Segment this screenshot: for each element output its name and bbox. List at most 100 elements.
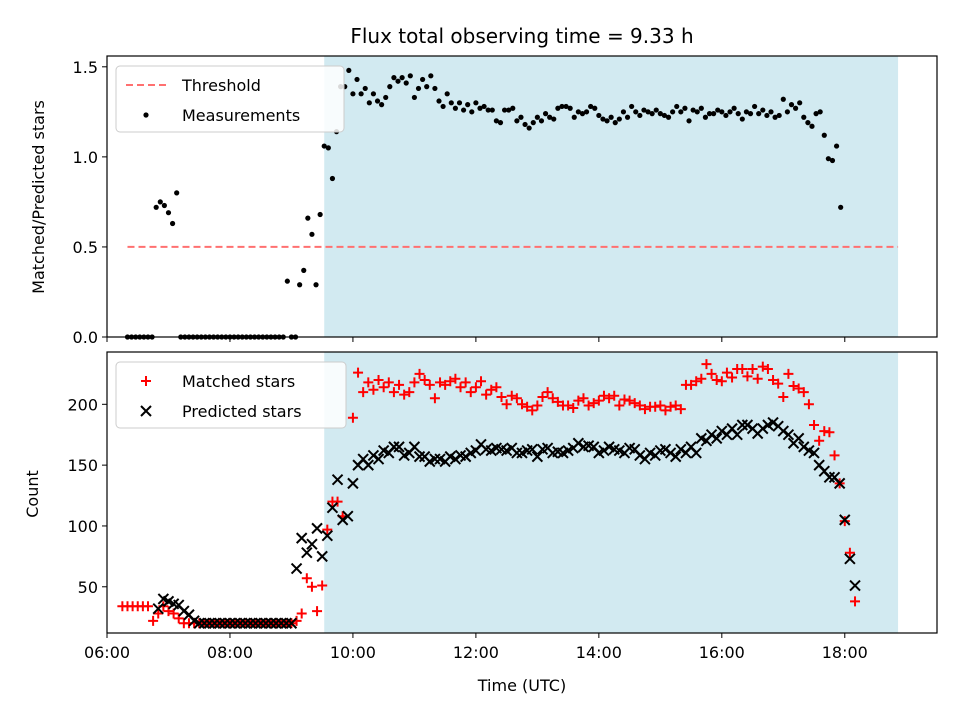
- measurement-point: [674, 103, 680, 110]
- matched-point: [148, 615, 159, 626]
- matched-point: [414, 368, 425, 379]
- measurement-point: [706, 111, 713, 117]
- predicted-point: [347, 477, 359, 490]
- measurement-point: [383, 94, 389, 101]
- measurement-point: [563, 103, 569, 110]
- measurement-point: [657, 111, 663, 117]
- matched-point: [598, 390, 609, 401]
- observing-window: [324, 56, 899, 337]
- measurement-point: [440, 103, 446, 110]
- predicted-point: [526, 443, 538, 456]
- measurement-point: [477, 105, 483, 111]
- matched-point: [578, 393, 589, 404]
- predicted-point: [321, 529, 334, 542]
- measurement-point: [391, 75, 397, 81]
- matched-point: [803, 399, 814, 410]
- measurement-point: [760, 107, 766, 113]
- predicted-point: [198, 617, 211, 629]
- measurement-point: [764, 112, 770, 119]
- predicted-point: [316, 550, 328, 563]
- xlabel: Time (UTC): [477, 676, 566, 695]
- predicted-point: [792, 432, 805, 445]
- predicted-point: [833, 477, 846, 490]
- matched-point: [768, 374, 779, 385]
- ytick-label: 200: [67, 395, 98, 414]
- measurement-point: [444, 91, 450, 97]
- matched-point: [424, 379, 435, 390]
- measurement-point: [354, 76, 360, 83]
- measurement-point: [735, 111, 741, 117]
- predicted-point: [598, 444, 610, 457]
- measurement-point: [489, 107, 495, 113]
- predicted-point: [244, 617, 257, 629]
- matched-point: [824, 427, 835, 438]
- measurement-point: [784, 109, 790, 115]
- predicted-point: [808, 447, 820, 459]
- measurement-point: [301, 267, 307, 273]
- measurement-point: [415, 85, 422, 92]
- matched-point: [542, 387, 553, 398]
- matched-point: [742, 371, 753, 382]
- matched-point: [409, 377, 420, 388]
- predicted-point: [306, 538, 318, 550]
- measurement-point: [493, 118, 499, 124]
- predicted-point: [798, 441, 810, 453]
- measurement-point: [555, 105, 561, 111]
- matched-point: [706, 368, 717, 379]
- measurement-point: [346, 67, 352, 74]
- matched-point: [675, 404, 686, 415]
- measurement-point: [645, 109, 651, 115]
- matched-point: [455, 382, 466, 393]
- predicted-point: [208, 617, 221, 629]
- ytick-label: 100: [67, 517, 98, 536]
- measurement-point: [776, 112, 782, 119]
- measurement-point: [588, 103, 594, 110]
- predicted-point: [362, 459, 375, 471]
- predicted-point: [254, 617, 267, 629]
- measurement-point: [481, 103, 487, 110]
- matched-point: [527, 405, 538, 416]
- measurement-point: [801, 114, 807, 120]
- bottom-panel: 50 100 150 200 06:00 08:00 10:00 12:00 14:00 16:0…: [67, 351, 938, 662]
- measurement-point: [485, 107, 491, 113]
- predicted-point: [408, 441, 421, 453]
- xtick-label: 14:00: [576, 643, 622, 662]
- matched-point: [347, 412, 358, 423]
- predicted-point: [372, 453, 385, 465]
- matched-point: [609, 390, 620, 401]
- matched-point: [691, 376, 702, 387]
- predicted-point: [203, 617, 216, 629]
- measurement-point: [317, 211, 323, 218]
- measurement-point: [596, 112, 602, 119]
- matched-point: [844, 547, 855, 558]
- matched-point: [552, 396, 563, 407]
- measurement-point: [465, 102, 471, 108]
- measurement-point: [420, 76, 426, 83]
- axes-frame: [106, 351, 938, 634]
- measurement-point: [752, 103, 758, 110]
- predicted-point: [311, 522, 323, 535]
- measurement-point: [510, 105, 516, 111]
- matched-point: [798, 387, 809, 398]
- measurement-point: [174, 190, 180, 196]
- measurement-point: [534, 114, 540, 120]
- measurement-point: [313, 282, 319, 288]
- matched-point: [465, 387, 476, 398]
- measurement-point: [448, 100, 454, 106]
- legend-label: Matched stars: [182, 372, 295, 391]
- ytick-label: 1.0: [73, 148, 98, 167]
- measurement-point: [501, 107, 508, 113]
- measurement-point: [571, 114, 577, 120]
- legend-label: Threshold: [181, 76, 261, 95]
- measurement-point: [428, 73, 434, 79]
- measurement-point: [686, 118, 692, 124]
- predicted-point: [429, 453, 441, 465]
- measurement-point: [297, 282, 303, 288]
- matched-point: [568, 402, 579, 413]
- matched-point: [721, 367, 732, 378]
- legend-matched-swatch: [141, 376, 151, 386]
- matched-point: [619, 394, 630, 405]
- matched-point: [404, 387, 415, 398]
- predicted-point: [716, 425, 728, 437]
- measurement-point: [575, 109, 581, 115]
